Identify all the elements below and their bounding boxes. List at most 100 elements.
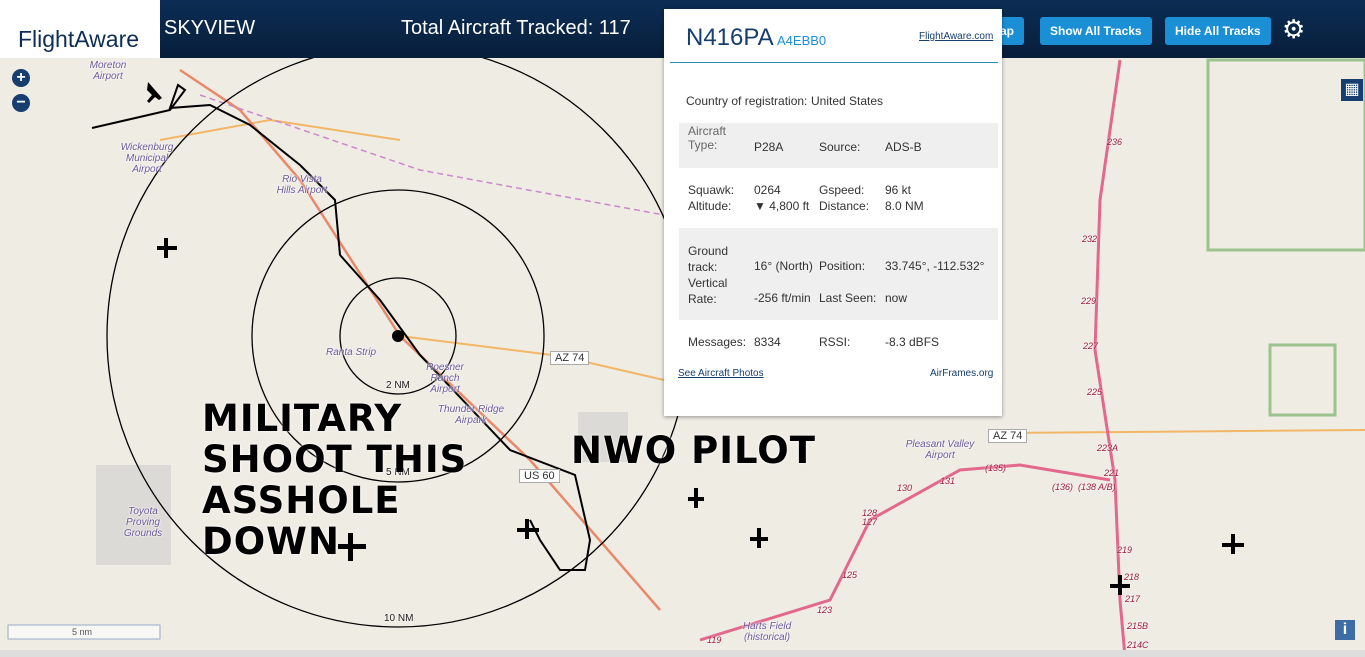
road-label: 232 xyxy=(1082,234,1098,244)
field-value: 96 kt xyxy=(885,183,912,197)
area xyxy=(96,465,171,565)
highway-shield: AZ 74 xyxy=(988,429,1028,443)
highway-shield: AZ 74 xyxy=(550,351,590,365)
scrollbar xyxy=(0,650,1365,657)
field-value: ADS-B xyxy=(885,140,922,154)
road-label: 119 xyxy=(707,635,722,645)
aircraft-total: Total Aircraft Tracked: 117 xyxy=(401,17,631,39)
receiver xyxy=(392,330,404,342)
registration: N416PA xyxy=(686,24,774,51)
field-value: -256 ft/min xyxy=(754,291,811,305)
place-label: Thunder Ridge Airpark xyxy=(437,404,505,426)
logo[interactable]: FlightAware xyxy=(0,0,160,58)
road-label: 215B xyxy=(1127,621,1149,631)
road-label: 218 xyxy=(1124,572,1140,582)
field-label: Messages: xyxy=(688,335,747,349)
place-label: Rio Vista Hills Airport xyxy=(276,174,328,196)
place-label: Ranta Strip xyxy=(325,347,377,358)
scale-label: 5 nm xyxy=(72,627,93,637)
ring-label: 10 NM xyxy=(384,613,414,624)
field-value: ▼ 4,800 ft xyxy=(754,199,810,213)
field-value: 16° (North) xyxy=(754,259,813,273)
area xyxy=(578,412,628,462)
road-label: 128 xyxy=(862,508,878,518)
interstate xyxy=(699,463,1111,642)
scale-bar xyxy=(7,624,161,640)
aircraft-icons xyxy=(147,82,1244,595)
road-label: 123 xyxy=(817,605,833,615)
field-value: 8.0 NM xyxy=(885,199,924,213)
field-label: Altitude: xyxy=(688,199,732,213)
overlay-caption: MILITARY SHOOT THIS ASSHOLE DOWN xyxy=(202,397,468,563)
field-value: 33.745°, -112.532° xyxy=(885,259,985,273)
row-background xyxy=(679,228,998,320)
button[interactable]: Hide All Tracks xyxy=(1165,17,1271,45)
settings-icon[interactable]: ⚙ xyxy=(1282,14,1306,44)
place-label: Moreton Airport xyxy=(89,60,127,82)
road-label: 223A xyxy=(1097,443,1119,453)
place-label: Harts Field (historical) xyxy=(742,621,792,643)
field-label: Gspeed: xyxy=(819,183,865,197)
aircraft xyxy=(157,238,177,258)
field-value: United States xyxy=(811,94,884,108)
field-value: -8.3 dBFS xyxy=(885,335,940,349)
field-label: Position: xyxy=(819,259,866,273)
field-label: Ground track: xyxy=(688,244,729,274)
road-label: 214C xyxy=(1127,640,1149,650)
road-label: 229 xyxy=(1081,296,1097,306)
road-label: 227 xyxy=(1083,341,1099,351)
field-label: Last Seen: xyxy=(819,291,877,305)
road-label: 217 xyxy=(1125,594,1141,604)
place-label: Toyota Proving Grounds xyxy=(123,506,163,539)
park-boundary xyxy=(1206,58,1365,252)
highway-shield: US 60 xyxy=(519,469,560,483)
info-button[interactable]: i xyxy=(1335,620,1355,640)
field-label: Aircraft Type: xyxy=(688,124,727,152)
road-label: 131 xyxy=(940,476,956,486)
road-label: 130 xyxy=(897,483,913,493)
flight-track xyxy=(91,83,592,571)
row-background xyxy=(679,123,998,168)
zoom-in[interactable]: + xyxy=(12,69,30,87)
boundary xyxy=(199,94,665,216)
aircraft xyxy=(688,488,704,508)
button[interactable]: Show All Tracks xyxy=(1040,17,1152,45)
place-label: Pleasant Valley Airport xyxy=(905,439,975,461)
interstate xyxy=(1093,59,1127,657)
road xyxy=(1001,429,1365,434)
layers-button[interactable]: ▦ xyxy=(1341,79,1363,101)
field-value: 0264 xyxy=(754,183,781,197)
road-label: (138 A/B) xyxy=(1078,482,1116,492)
app-name: SKYVIEW xyxy=(164,17,256,39)
ring-label: 2 NM xyxy=(386,380,410,391)
aircraft xyxy=(147,82,162,103)
aircraft xyxy=(1110,575,1130,595)
road-label: 125 xyxy=(842,570,858,580)
field-label: Distance: xyxy=(819,199,870,213)
link[interactable]: See Aircraft Photos xyxy=(678,368,764,379)
road-label: 221 xyxy=(1104,468,1120,478)
link[interactable]: AirFrames.org xyxy=(930,368,994,379)
road xyxy=(159,118,401,141)
field-value: P28A xyxy=(754,140,784,154)
field-label: Country of registration: xyxy=(686,94,808,108)
aircraft xyxy=(750,528,768,548)
place-label: Wickenburg Municipal Airport xyxy=(120,142,174,175)
aircraft xyxy=(1222,534,1244,554)
aircraft xyxy=(517,519,539,539)
highway xyxy=(179,68,661,611)
zoom-out[interactable]: − xyxy=(12,94,30,112)
range-ring xyxy=(251,189,545,483)
link[interactable]: FlightAware.com xyxy=(919,31,994,42)
overlay-caption: NWO PILOT xyxy=(571,429,816,472)
field-label: RSSI: xyxy=(819,335,851,349)
aircraft xyxy=(338,533,366,561)
ring-label: 5 NM xyxy=(386,467,410,478)
road-label: 236 xyxy=(1107,137,1123,147)
aircraft-popup: N416PA A4EBB0 FlightAware.com Country of… xyxy=(664,9,1002,416)
road-label: 225 xyxy=(1087,387,1103,397)
field-label: Squawk: xyxy=(688,183,735,197)
range-ring xyxy=(339,277,457,395)
field-label: Vertical Rate: xyxy=(688,276,728,306)
